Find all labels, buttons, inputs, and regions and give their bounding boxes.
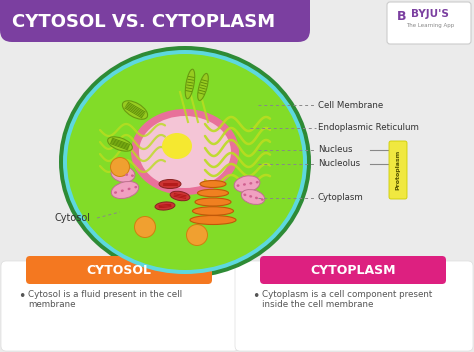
Ellipse shape — [249, 182, 252, 184]
Ellipse shape — [131, 174, 134, 177]
Text: membrane: membrane — [28, 300, 75, 309]
Ellipse shape — [256, 181, 259, 183]
Ellipse shape — [135, 217, 155, 237]
Text: Protoplasm: Protoplasm — [395, 150, 401, 190]
Ellipse shape — [237, 184, 239, 187]
FancyBboxPatch shape — [389, 141, 407, 199]
Ellipse shape — [255, 197, 258, 199]
Text: •: • — [18, 290, 26, 303]
Ellipse shape — [159, 180, 181, 189]
Ellipse shape — [111, 182, 139, 199]
Ellipse shape — [67, 54, 303, 270]
Ellipse shape — [113, 171, 116, 174]
Text: Endoplasmic Reticulum: Endoplasmic Reticulum — [318, 124, 419, 132]
Ellipse shape — [114, 191, 117, 194]
FancyBboxPatch shape — [0, 263, 474, 352]
Ellipse shape — [108, 137, 132, 151]
Ellipse shape — [241, 190, 265, 205]
FancyBboxPatch shape — [260, 256, 446, 284]
Text: B: B — [397, 11, 407, 24]
FancyBboxPatch shape — [0, 0, 310, 42]
FancyBboxPatch shape — [26, 256, 212, 284]
Ellipse shape — [110, 157, 130, 177]
Text: Cell Membrane: Cell Membrane — [318, 101, 383, 109]
Ellipse shape — [119, 172, 122, 175]
Ellipse shape — [162, 133, 192, 159]
Ellipse shape — [134, 216, 156, 238]
Ellipse shape — [195, 198, 231, 206]
Text: Cytoplasm: Cytoplasm — [318, 194, 364, 202]
Ellipse shape — [59, 46, 311, 278]
Ellipse shape — [198, 189, 228, 197]
Ellipse shape — [170, 191, 190, 201]
Ellipse shape — [63, 50, 307, 274]
Ellipse shape — [128, 188, 130, 190]
Ellipse shape — [249, 195, 252, 197]
Ellipse shape — [121, 189, 124, 192]
Ellipse shape — [243, 183, 246, 186]
Ellipse shape — [187, 225, 207, 245]
FancyBboxPatch shape — [235, 261, 473, 351]
Ellipse shape — [198, 74, 208, 101]
Ellipse shape — [122, 101, 147, 119]
Ellipse shape — [200, 181, 226, 188]
Text: CYTOSOL VS. CYTOPLASM: CYTOSOL VS. CYTOPLASM — [12, 13, 275, 31]
Text: BYJU'S: BYJU'S — [411, 9, 449, 19]
Ellipse shape — [261, 198, 264, 201]
Ellipse shape — [244, 194, 246, 196]
FancyBboxPatch shape — [0, 0, 310, 30]
Text: The Learning App: The Learning App — [406, 24, 454, 29]
Ellipse shape — [192, 207, 234, 215]
Ellipse shape — [111, 166, 135, 182]
Text: inside the cell membrane: inside the cell membrane — [262, 300, 374, 309]
Text: Cytosol: Cytosol — [55, 213, 91, 223]
Text: Cytoplasm is a cell component present: Cytoplasm is a cell component present — [262, 290, 432, 299]
Ellipse shape — [131, 109, 239, 195]
Text: Cytosol is a fluid present in the cell: Cytosol is a fluid present in the cell — [28, 290, 182, 299]
Ellipse shape — [139, 116, 231, 188]
Text: Nucleus: Nucleus — [318, 145, 353, 155]
Text: CYTOPLASM: CYTOPLASM — [310, 264, 396, 277]
Ellipse shape — [134, 186, 137, 188]
Text: CYTOSOL: CYTOSOL — [86, 264, 152, 277]
FancyBboxPatch shape — [1, 261, 239, 351]
Text: Nucleolus: Nucleolus — [318, 159, 360, 169]
Ellipse shape — [155, 202, 175, 210]
Ellipse shape — [125, 174, 128, 176]
Ellipse shape — [185, 69, 195, 99]
Text: •: • — [252, 290, 259, 303]
Ellipse shape — [190, 215, 236, 225]
Ellipse shape — [111, 158, 129, 176]
Ellipse shape — [234, 176, 260, 192]
FancyBboxPatch shape — [387, 2, 471, 44]
Ellipse shape — [186, 224, 208, 246]
